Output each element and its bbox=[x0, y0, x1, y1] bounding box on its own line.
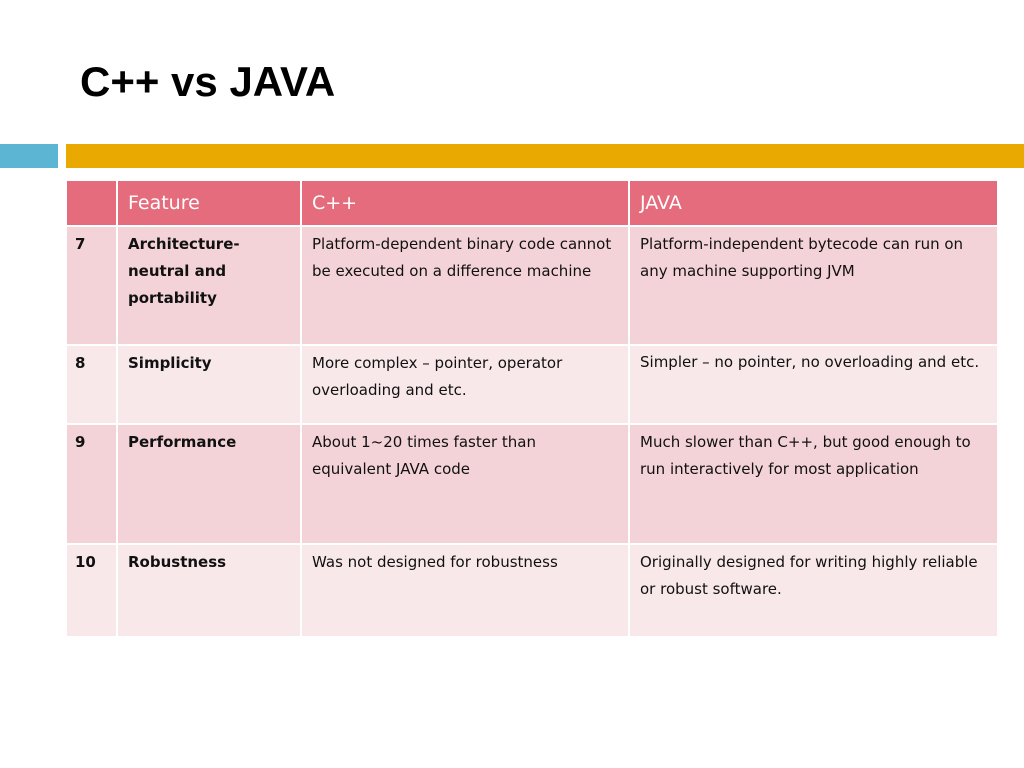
row-feature: Performance bbox=[116, 423, 302, 545]
table-header-row: Feature C++ JAVA bbox=[65, 179, 999, 227]
slide-title: C++ vs JAVA bbox=[80, 58, 336, 105]
table-row: 8 Simplicity More complex – pointer, ope… bbox=[65, 344, 999, 425]
row-cpp: Platform-dependent binary code cannot be… bbox=[300, 225, 630, 346]
accent-bar-gold bbox=[66, 144, 1024, 168]
row-feature: Architecture-neutral and portability bbox=[116, 225, 302, 346]
row-number: 7 bbox=[65, 225, 118, 346]
row-number: 9 bbox=[65, 423, 118, 545]
row-number: 10 bbox=[65, 543, 118, 638]
header-feature: Feature bbox=[116, 179, 302, 227]
row-java: Platform-independent bytecode can run on… bbox=[628, 225, 999, 346]
table-row: 9 Performance About 1~20 times faster th… bbox=[65, 423, 999, 545]
row-java: Much slower than C++, but good enough to… bbox=[628, 423, 999, 545]
header-cpp: C++ bbox=[300, 179, 630, 227]
table-row: 10 Robustness Was not designed for robus… bbox=[65, 543, 999, 638]
row-number: 8 bbox=[65, 344, 118, 425]
row-feature: Robustness bbox=[116, 543, 302, 638]
row-cpp: Was not designed for robustness bbox=[300, 543, 630, 638]
row-cpp: More complex – pointer, operator overloa… bbox=[300, 344, 630, 425]
header-number bbox=[65, 179, 118, 227]
comparison-table: Feature C++ JAVA 7 Architecture-neutral … bbox=[65, 179, 999, 638]
header-java: JAVA bbox=[628, 179, 999, 227]
row-cpp: About 1~20 times faster than equivalent … bbox=[300, 423, 630, 545]
row-java: Simpler – no pointer, no overloading and… bbox=[628, 344, 999, 425]
table-row: 7 Architecture-neutral and portability P… bbox=[65, 225, 999, 346]
accent-bar-blue bbox=[0, 144, 58, 168]
row-java: Originally designed for writing highly r… bbox=[628, 543, 999, 638]
row-feature: Simplicity bbox=[116, 344, 302, 425]
